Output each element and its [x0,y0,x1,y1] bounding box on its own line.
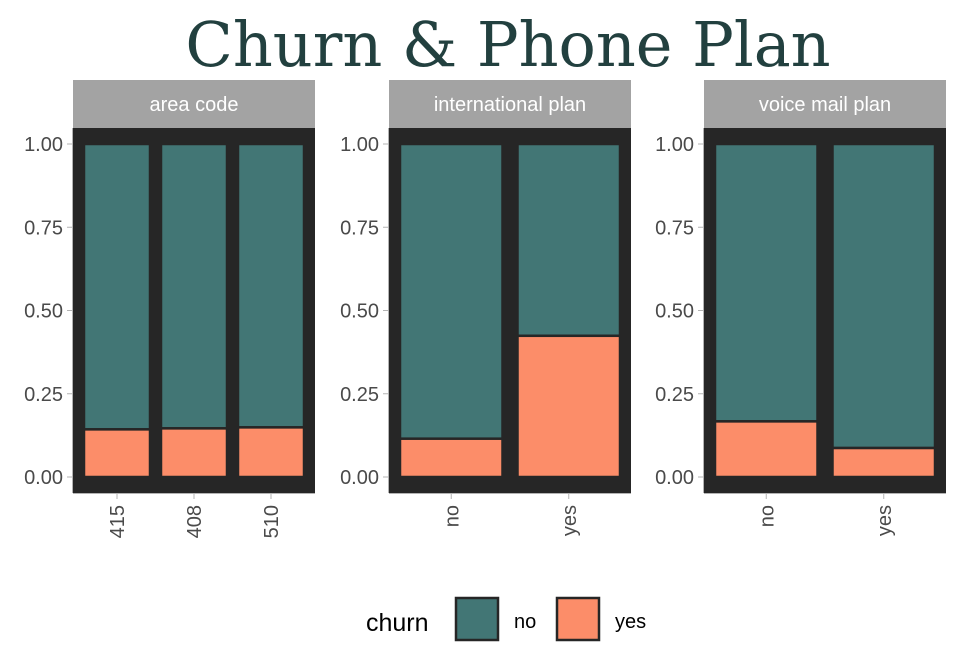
y-tick-label: 0.00 [340,467,379,489]
facet-panels: area code 0.00 0.25 0.50 0.75 1.00 415 408 510 in… [24,80,946,538]
y-tick-label: 0.25 [655,384,694,406]
facet-strip [389,80,631,128]
bar-no-no [713,142,819,423]
y-tick-label: 0.75 [24,217,63,239]
bar-no-no [398,142,504,440]
facet-panel-voice-mail-plan: voice mail plan 0.00 0.25 0.50 0.75 1.00 no yes [655,80,946,536]
bar-yes-yes [831,446,937,479]
facet-panel-area-code: area code 0.00 0.25 0.50 0.75 1.00 415 408 510 [24,80,315,538]
y-tick-label: 1.00 [24,134,63,156]
legend: churn no yes [366,596,646,642]
facet-strip-label: voice mail plan [759,94,891,116]
x-tick-label: yes [559,505,581,536]
facet-strip-label: international plan [434,94,586,116]
chart-title: Churn & Phone Plan [185,8,830,81]
x-tick-label: 510 [261,505,283,538]
y-tick-label: 0.75 [340,217,379,239]
bar-no-yes [831,142,937,450]
x-tick-label: no [756,505,778,527]
bar-no-415 [82,142,152,431]
y-tick-label: 0.25 [24,384,63,406]
facet-strip [73,80,315,128]
facet-strip [704,80,946,128]
y-tick-label: 0.75 [655,217,694,239]
facet-strip-label: area code [150,94,239,116]
bar-yes-415 [82,428,152,479]
bar-yes-yes [516,334,622,479]
y-tick-label: 0.00 [24,467,63,489]
y-tick-label: 0.50 [340,301,379,323]
x-tick-label: 408 [184,505,206,538]
facet-panel-international-plan: international plan 0.00 0.25 0.50 0.75 1.00 no… [340,80,631,536]
bar-yes-no [713,420,819,479]
bar-no-510 [236,142,306,429]
y-tick-label: 0.00 [655,467,694,489]
y-tick-label: 0.25 [340,384,379,406]
y-tick-label: 0.50 [655,301,694,323]
x-tick-label: 415 [107,505,129,538]
bar-yes-510 [236,426,306,479]
legend-key-no [454,596,500,642]
y-tick-label: 1.00 [340,134,379,156]
bar-yes-no [398,437,504,479]
bar-yes-408 [159,427,229,479]
x-tick-label: yes [874,505,896,536]
legend-label-no: no [514,611,536,633]
legend-title: churn [366,609,429,637]
x-tick-label: no [441,505,463,527]
legend-label-yes: yes [615,611,646,633]
y-tick-label: 0.50 [24,301,63,323]
bar-no-408 [159,142,229,430]
y-tick-label: 1.00 [655,134,694,156]
legend-key-yes [555,596,601,642]
bar-no-yes [516,142,622,338]
